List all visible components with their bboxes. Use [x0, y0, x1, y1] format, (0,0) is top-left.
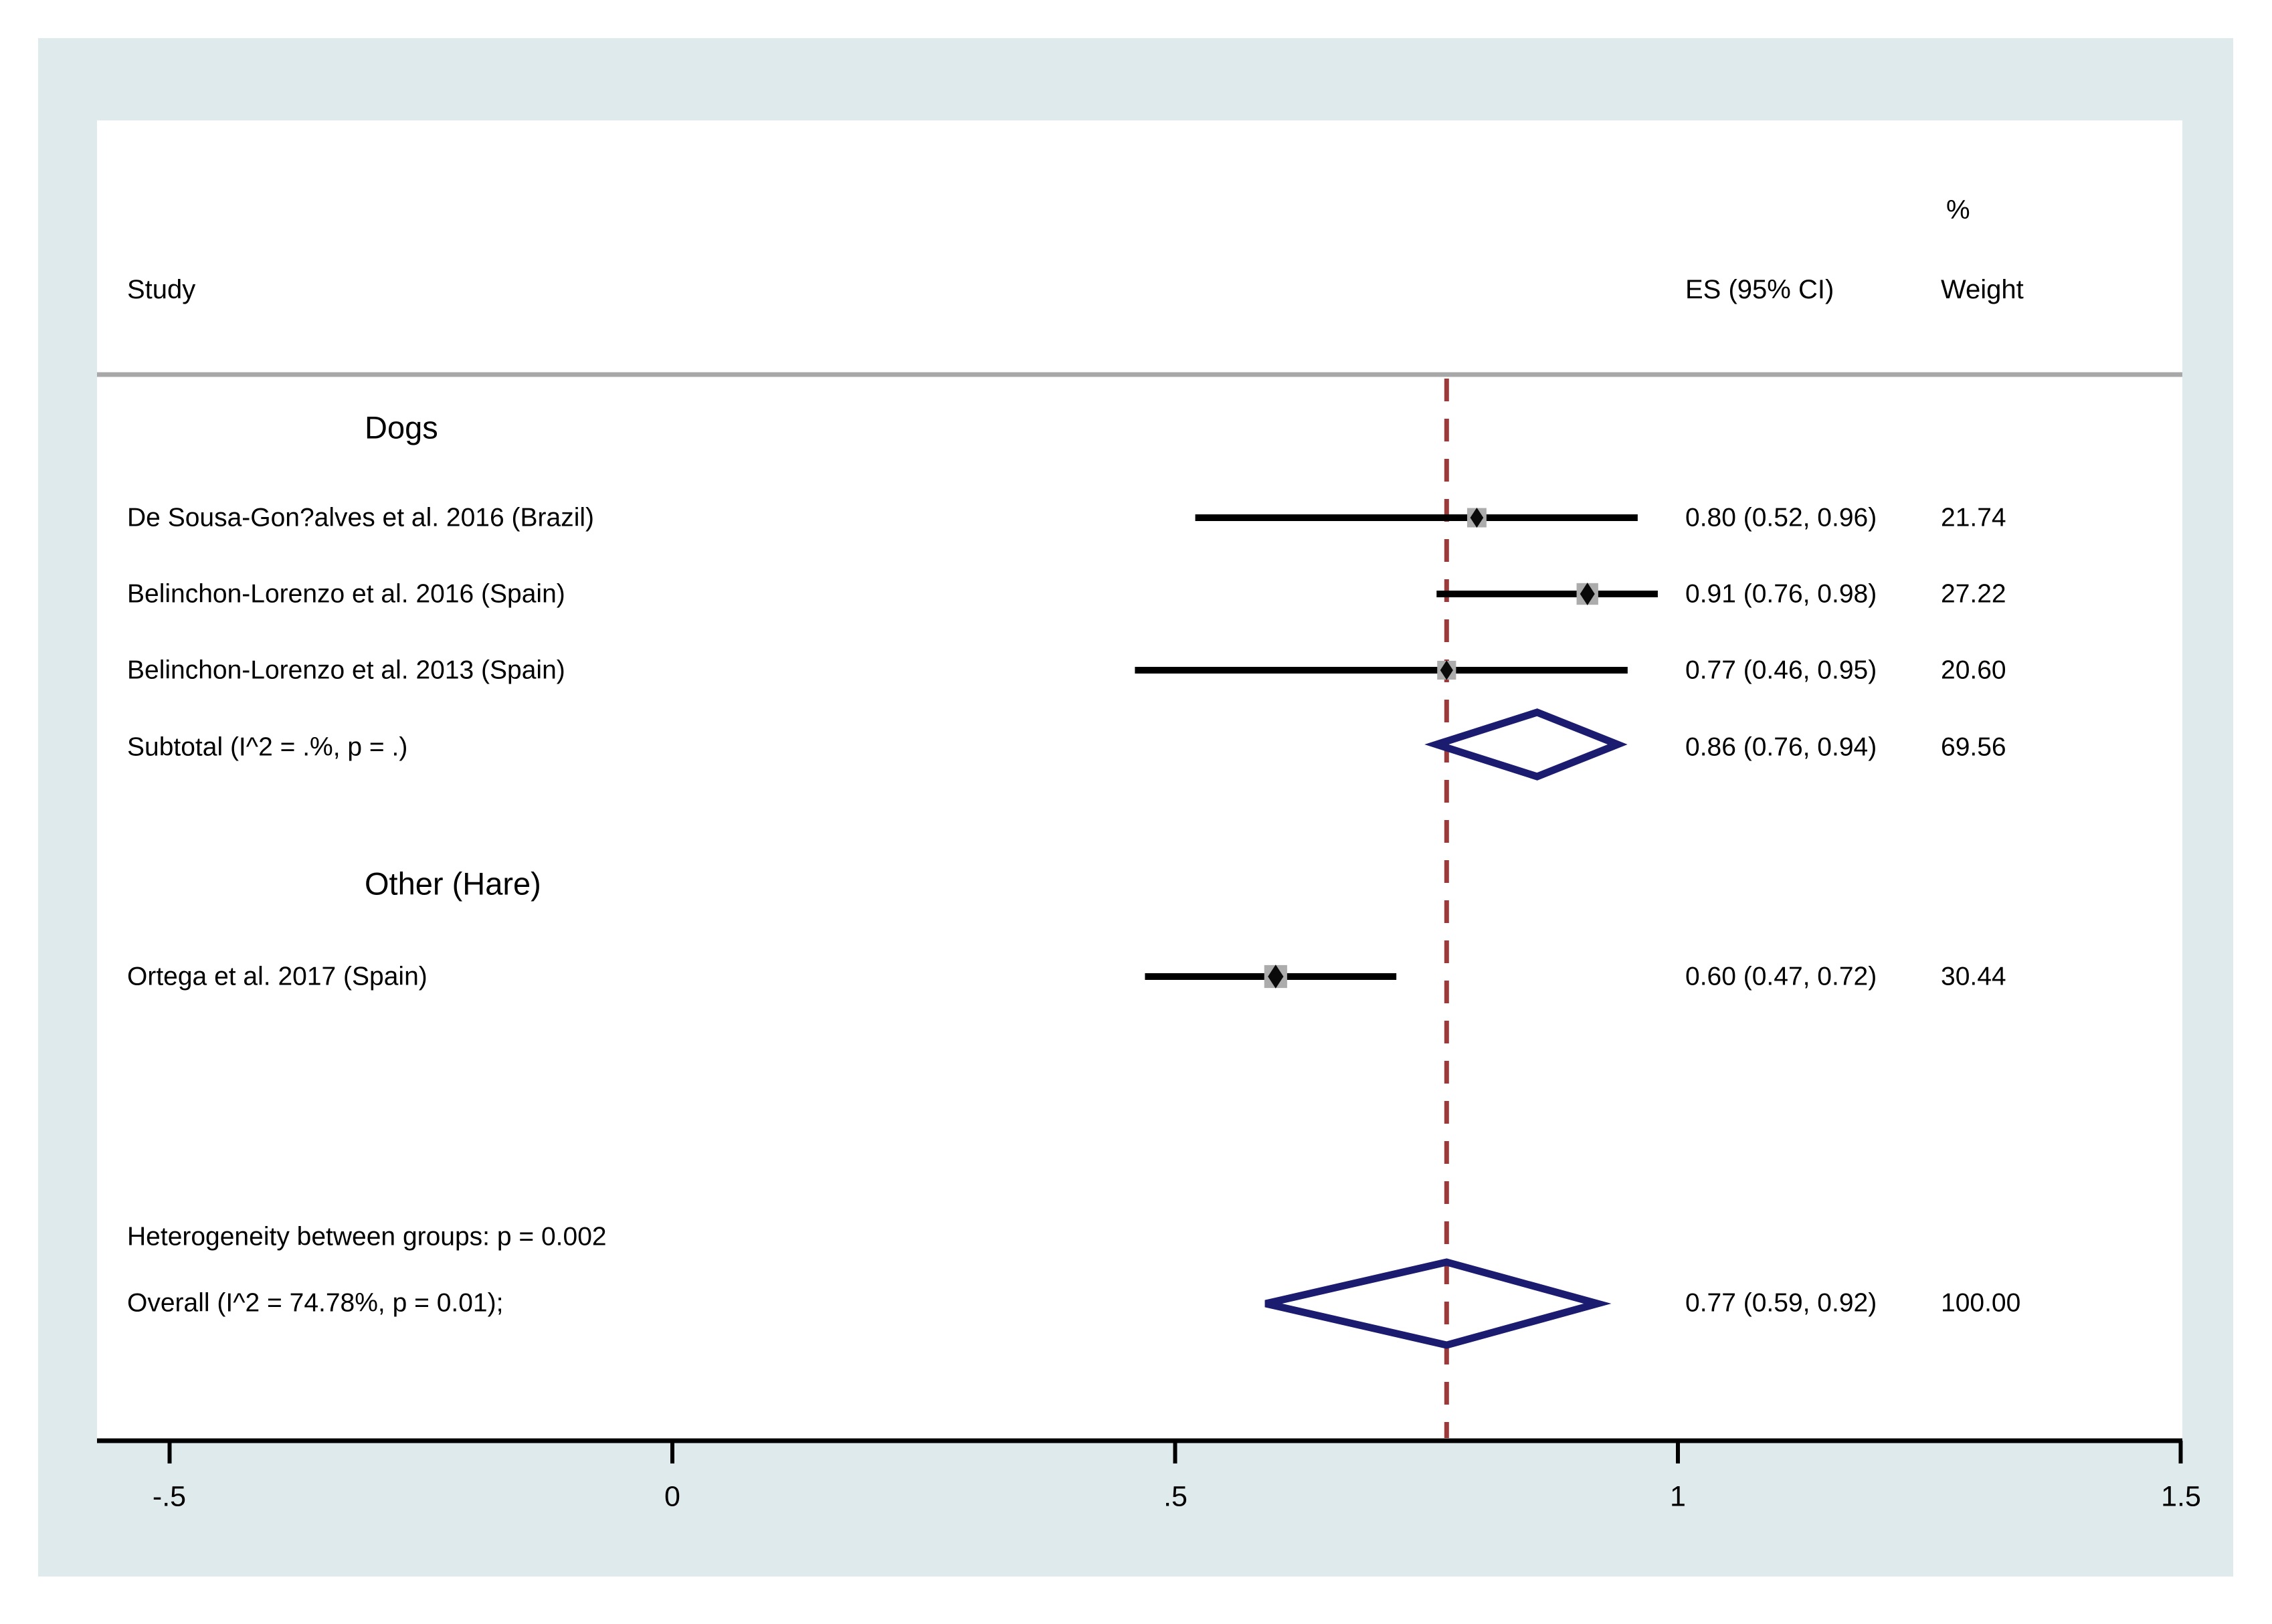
x-tick-label: -.5: [152, 1480, 187, 1513]
x-tick-label: 1.5: [2161, 1480, 2201, 1513]
group-header-other-hare: Other (Hare): [365, 866, 541, 902]
study-label: Belinchon-Lorenzo et al. 2013 (Spain): [127, 655, 565, 685]
overall-weight: 100.00: [1941, 1288, 2021, 1318]
x-tick-label: 0: [664, 1480, 680, 1513]
overall-label: Overall (I^2 = 74.78%, p = 0.01);: [127, 1288, 504, 1318]
percent-header: %: [1946, 195, 1970, 225]
x-tick-label: .5: [1163, 1480, 1188, 1513]
subtotal-weight: 69.56: [1941, 732, 2006, 762]
study-weight: 21.74: [1941, 503, 2006, 532]
study-es-ci: 0.60 (0.47, 0.72): [1685, 962, 1877, 991]
subtotal-es-ci: 0.86 (0.76, 0.94): [1685, 732, 1877, 762]
group-header-dogs: Dogs: [365, 409, 438, 445]
weight-col-header: Weight: [1941, 275, 2024, 304]
study-weight: 27.22: [1941, 579, 2006, 609]
subtotal-label: Subtotal (I^2 = .%, p = .): [127, 732, 408, 762]
study-label: De Sousa-Gon?alves et al. 2016 (Brazil): [127, 503, 595, 532]
study-es-ci: 0.77 (0.46, 0.95): [1685, 655, 1877, 685]
heterogeneity-note: Heterogeneity between groups: p = 0.002: [127, 1222, 607, 1251]
study-label: Belinchon-Lorenzo et al. 2016 (Spain): [127, 579, 565, 609]
plot-panel: [97, 120, 2182, 1441]
esci-col-header: ES (95% CI): [1685, 275, 1834, 304]
x-tick-label: 1: [1670, 1480, 1686, 1513]
study-label: Ortega et al. 2017 (Spain): [127, 962, 428, 991]
study-es-ci: 0.80 (0.52, 0.96): [1685, 503, 1877, 532]
overall-es-ci: 0.77 (0.59, 0.92): [1685, 1288, 1877, 1318]
study-weight: 30.44: [1941, 962, 2006, 991]
study-es-ci: 0.91 (0.76, 0.98): [1685, 579, 1877, 609]
study-weight: 20.60: [1941, 655, 2006, 685]
study-col-header: Study: [127, 275, 196, 304]
